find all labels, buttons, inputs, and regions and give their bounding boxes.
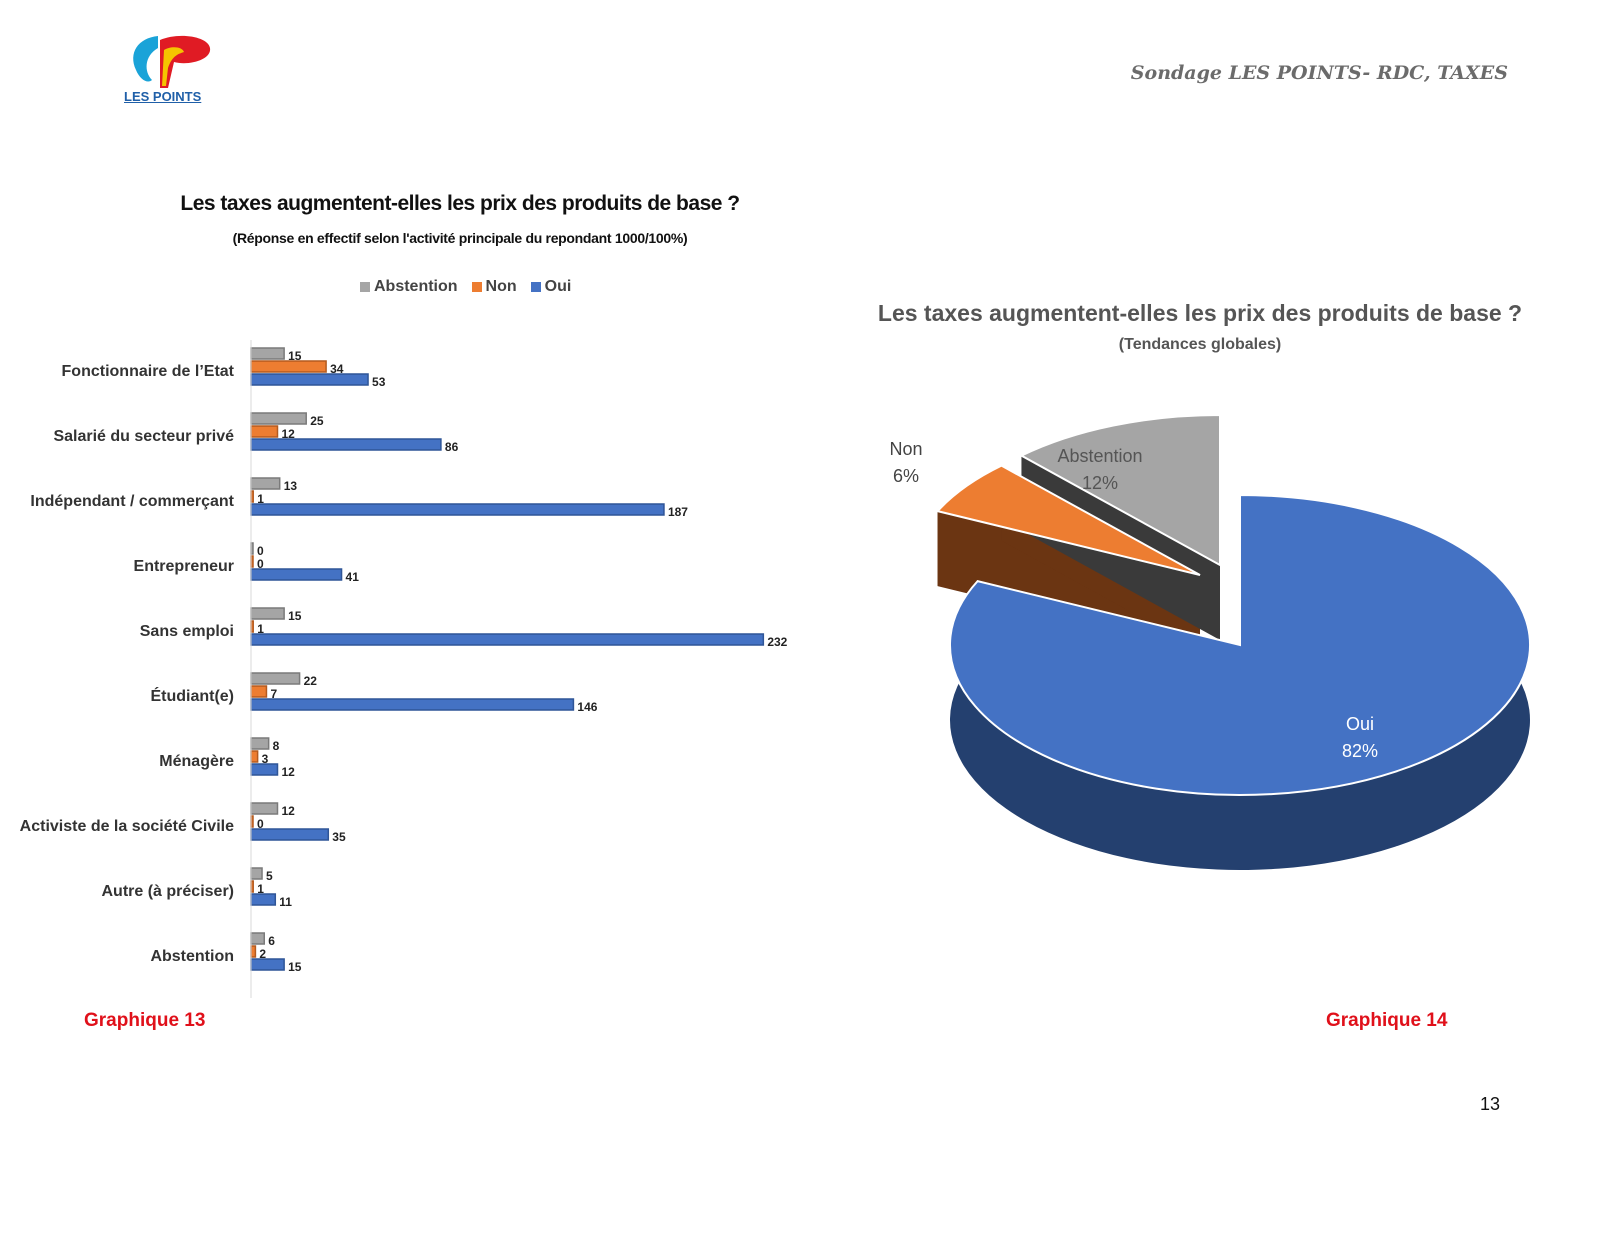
- data-label-abstention: 0: [257, 544, 264, 558]
- data-label-oui: 86: [445, 440, 459, 454]
- data-label-oui: 53: [372, 375, 386, 389]
- data-label-abstention: 6: [268, 934, 275, 948]
- data-label-oui: 232: [767, 635, 787, 649]
- pie-wall-non: [937, 511, 1200, 650]
- bar-abstention: [250, 802, 279, 815]
- bar-abstention: [250, 672, 301, 685]
- pie-value-non: 6%: [893, 466, 919, 486]
- category-label: Ménagère: [159, 753, 234, 770]
- bar-abstention: [250, 412, 307, 425]
- header-title: Sondage LES POINTS- RDC, TAXES: [1130, 62, 1508, 84]
- data-label-abstention: 8: [273, 739, 280, 753]
- category-label: Entrepreneur: [134, 558, 234, 575]
- pie-chart: Oui 82% Non 6% Abstention 12%: [889, 413, 1531, 870]
- pie-label-abstention: Abstention: [1057, 446, 1142, 466]
- legend-swatch-non: [471, 282, 482, 292]
- data-label-oui: 12: [282, 765, 296, 779]
- bar-abstention: [250, 607, 285, 620]
- data-label-non: 1: [257, 882, 264, 896]
- bar-oui: [250, 373, 369, 386]
- category-label: Sans emploi: [140, 623, 234, 640]
- data-label-abstention: 12: [282, 804, 296, 818]
- bar-non: [250, 750, 259, 763]
- pie-label-non: Non: [889, 439, 922, 459]
- pie-slice-oui: [949, 493, 1531, 796]
- pie-value-oui: 82%: [1342, 741, 1378, 761]
- data-label-non: 0: [257, 817, 264, 831]
- legend-swatch-abstention: [360, 282, 370, 292]
- data-label-abstention: 15: [288, 609, 302, 623]
- category-label: Activiste de la société Civile: [20, 818, 234, 835]
- data-label-non: 3: [262, 752, 269, 766]
- legend-item-non: Non: [471, 278, 517, 296]
- bar-non: [250, 425, 279, 438]
- data-label-non: 2: [259, 947, 266, 961]
- legend-item-abstention: Abstention: [360, 278, 458, 296]
- data-label-oui: 187: [668, 505, 688, 519]
- category-label: Autre (à préciser): [102, 883, 235, 900]
- legend-label-non: Non: [485, 278, 517, 295]
- pie-slice-abstention: [1019, 413, 1221, 567]
- bar-oui: [250, 633, 765, 646]
- legend-swatch-oui: [530, 282, 541, 292]
- data-label-abstention: 22: [304, 674, 318, 688]
- data-label-abstention: 5: [266, 869, 273, 883]
- pie-slice-non: [935, 464, 1201, 576]
- bar-oui: [250, 893, 277, 906]
- data-label-oui: 41: [346, 570, 360, 584]
- bar-oui: [250, 698, 575, 711]
- bar-oui: [250, 958, 285, 971]
- bar-abstention: [250, 347, 285, 360]
- bar-non: [250, 685, 268, 698]
- data-label-non: 7: [270, 687, 277, 701]
- data-label-oui: 35: [332, 830, 346, 844]
- data-label-non: 34: [330, 362, 344, 376]
- bar-abstention: [250, 477, 281, 490]
- pie-chart-subtitle: (Tendances globales): [1118, 336, 1282, 353]
- bar-non: [250, 945, 257, 958]
- bar-oui: [250, 828, 330, 841]
- data-label-non: 1: [257, 492, 264, 506]
- data-label-oui: 11: [279, 895, 292, 909]
- bar-non: [250, 360, 327, 373]
- bar-oui: [250, 763, 279, 776]
- pie-value-abstention: 12%: [1082, 473, 1118, 493]
- data-label-oui: 15: [288, 960, 302, 974]
- data-label-abstention: 15: [288, 349, 302, 363]
- bar-chart-subtitle: (Réponse en effectif selon l'activité pr…: [232, 230, 688, 246]
- category-label: Indépendant / commerçant: [30, 493, 234, 510]
- bar-abstention: [250, 737, 270, 750]
- category-label: Abstention: [150, 948, 234, 965]
- caption-graphique-14: Graphique 14: [1326, 1010, 1448, 1031]
- bar-abstention: [250, 867, 263, 880]
- legend-item-oui: Oui: [530, 278, 572, 296]
- pie-label-oui: Oui: [1346, 714, 1374, 734]
- data-label-oui: 146: [577, 700, 597, 714]
- data-label-abstention: 13: [284, 479, 298, 493]
- bar-chart-legend: Abstention Non Oui: [360, 278, 571, 296]
- les-points-logo: [133, 35, 211, 88]
- caption-graphique-13: Graphique 13: [84, 1010, 206, 1031]
- data-label-non: 12: [282, 427, 296, 441]
- bar-oui: [250, 568, 343, 581]
- data-label-abstention: 25: [310, 414, 324, 428]
- legend-label-oui: Oui: [544, 278, 572, 295]
- logo-text: LES POINTS: [124, 89, 202, 104]
- category-label: Étudiant(e): [150, 686, 234, 705]
- data-label-non: 0: [257, 557, 264, 571]
- legend-label-abstention: Abstention: [374, 278, 458, 295]
- category-label: Salarié du secteur privé: [53, 428, 234, 445]
- bar-oui: [250, 503, 665, 516]
- pie-chart-title: Les taxes augmentent-elles les prix des …: [877, 300, 1523, 326]
- bar-oui: [250, 438, 442, 451]
- bar-chart-title: Les taxes augmentent-elles les prix des …: [180, 192, 740, 215]
- page-number: 13: [1479, 1094, 1500, 1114]
- category-label: Fonctionnaire de l’Etat: [62, 363, 235, 380]
- data-label-non: 1: [257, 622, 264, 636]
- bar-abstention: [250, 932, 265, 945]
